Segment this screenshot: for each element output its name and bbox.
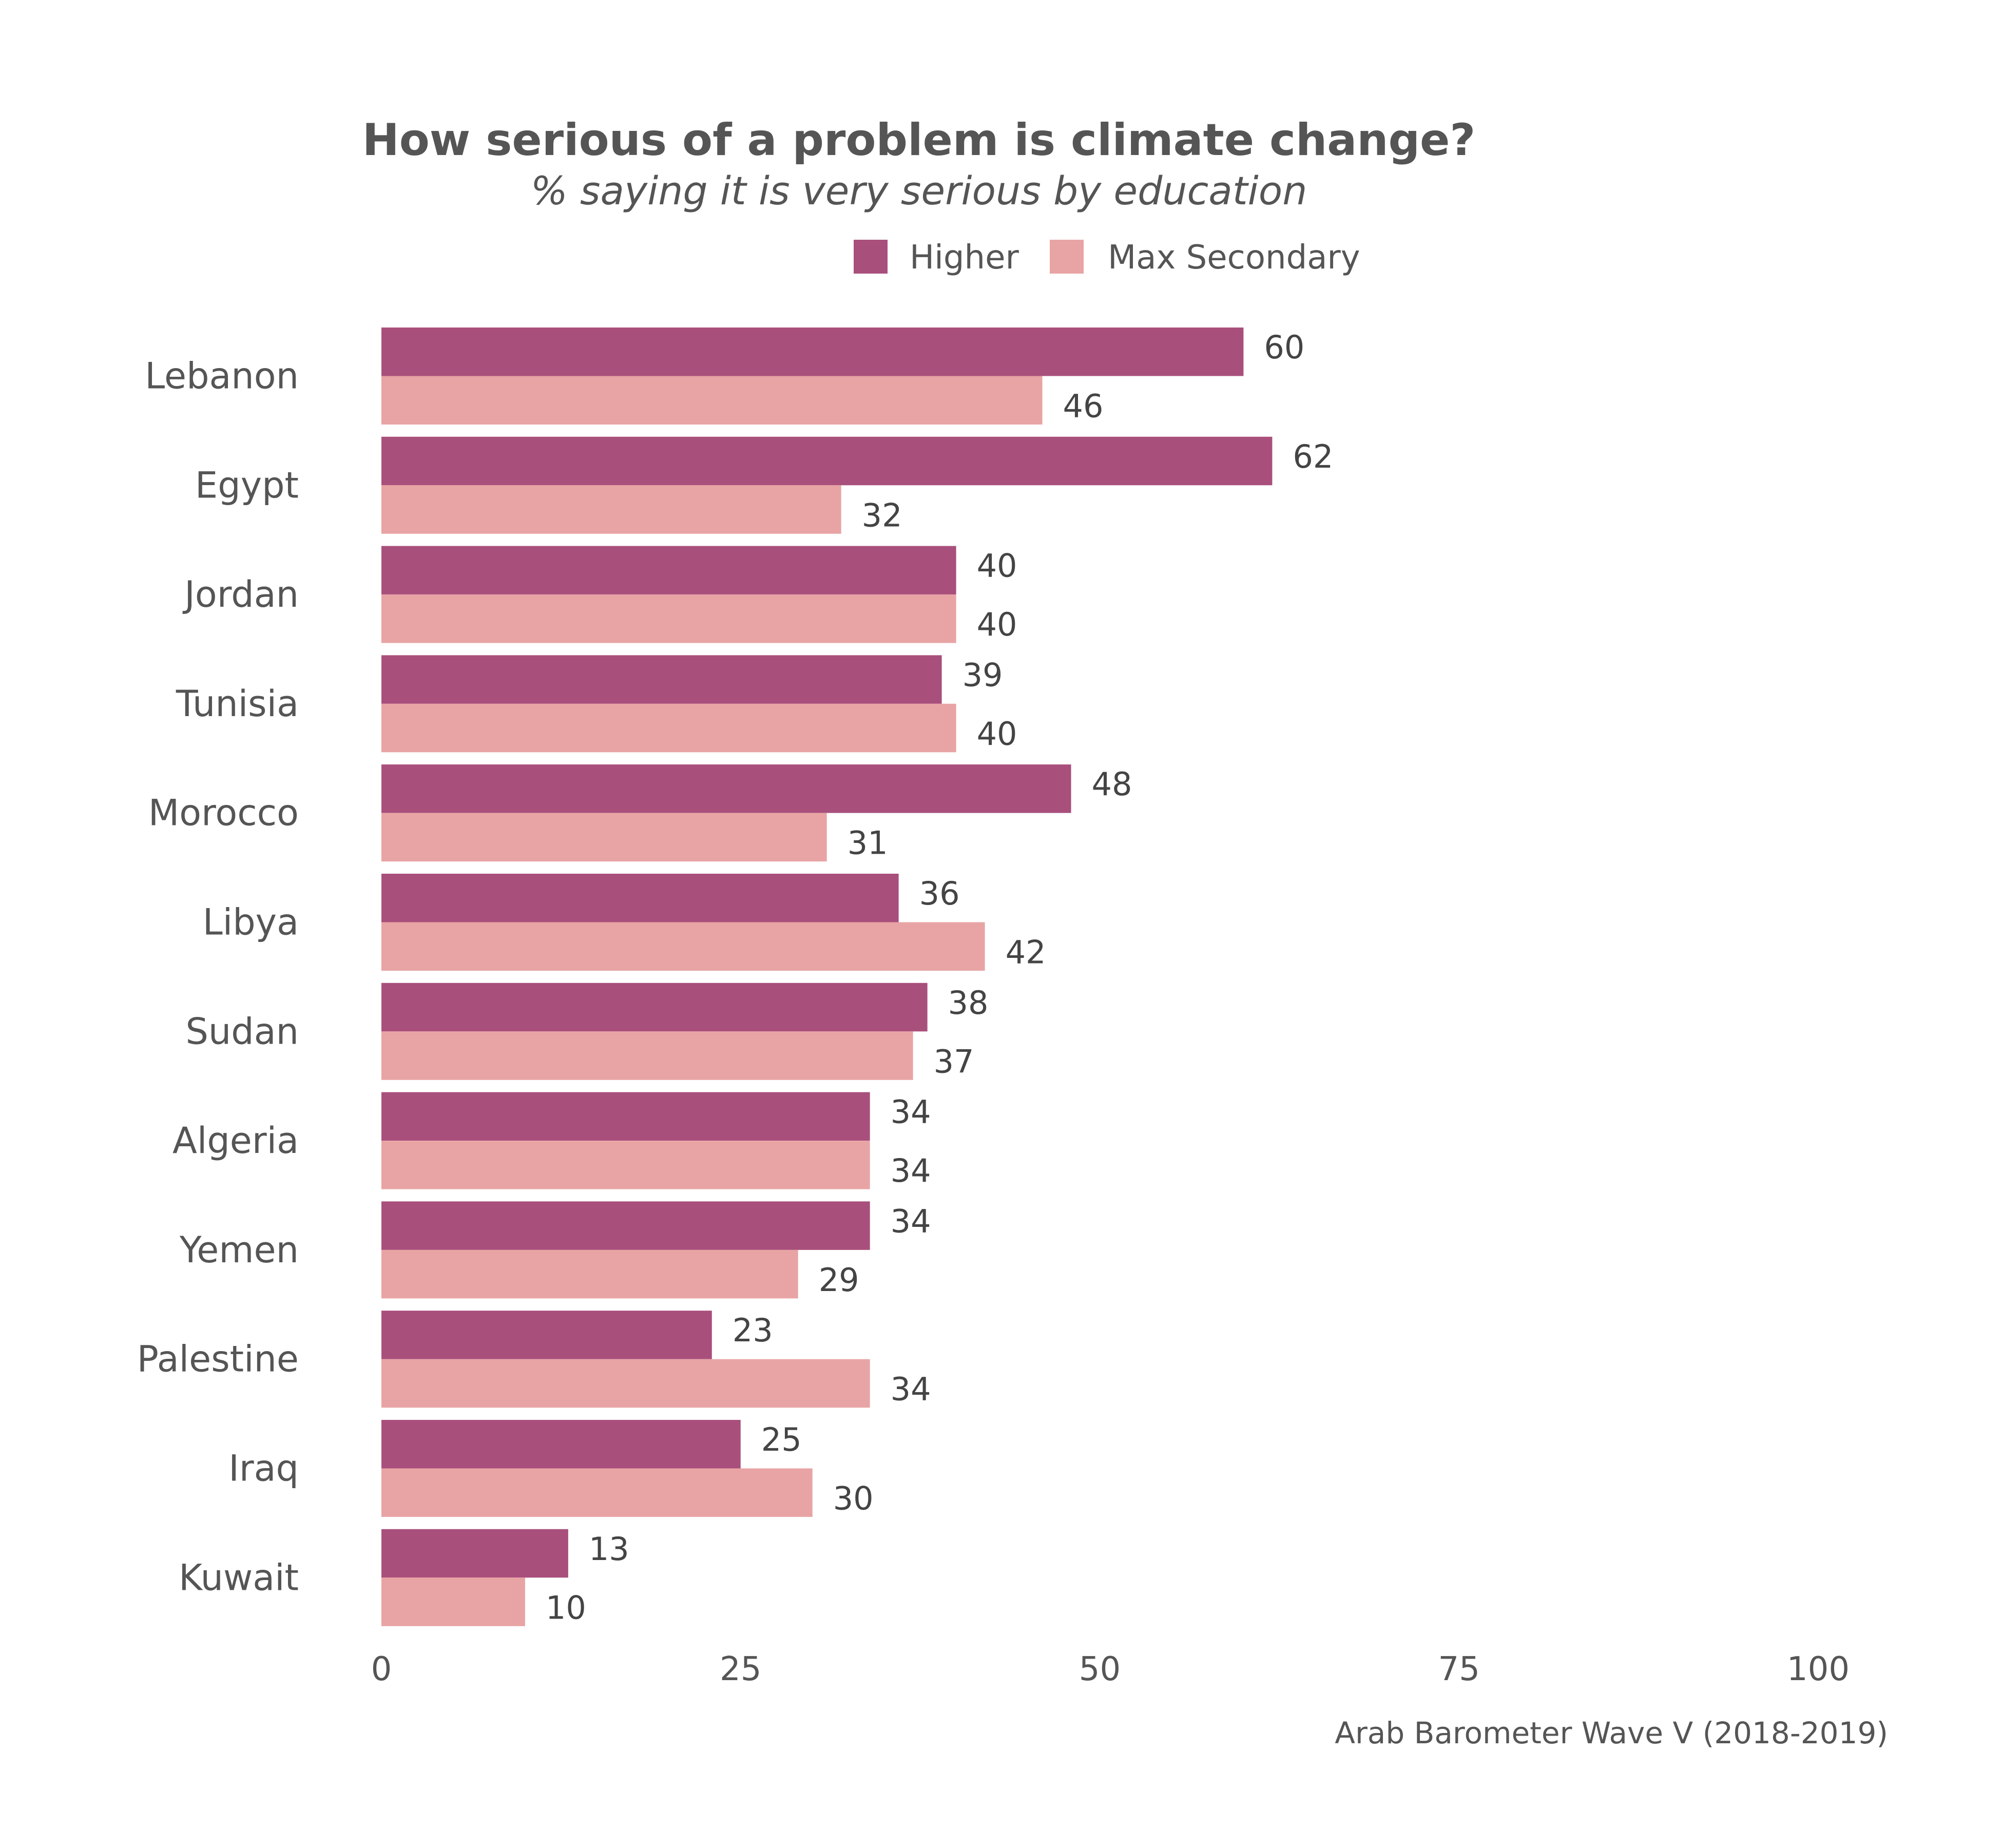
bar-kuwait-higher	[381, 1529, 568, 1578]
bar-yemen-higher	[381, 1201, 870, 1250]
x-tick-label-50: 50	[1079, 1650, 1121, 1688]
value-label-iraq-max-secondary: 30	[833, 1480, 874, 1517]
value-label-morocco-higher: 48	[1092, 765, 1132, 803]
bar-egypt-higher	[381, 436, 1273, 486]
value-label-tunisia-higher: 39	[962, 656, 1003, 694]
chart-subtitle: % saying it is very serious by education	[531, 168, 1307, 214]
x-tick-label-100: 100	[1787, 1650, 1850, 1688]
bar-lebanon-higher	[381, 328, 1244, 376]
legend: Higher Max Secondary	[854, 239, 1360, 277]
value-label-kuwait-max-secondary: 10	[546, 1589, 586, 1626]
x-axis: 0 25 50 75 100	[371, 1650, 1850, 1688]
legend-label-higher: Higher	[910, 239, 1019, 277]
value-label-lebanon-higher: 60	[1264, 329, 1304, 366]
bar-sudan-max-secondary	[381, 1031, 913, 1080]
bar-algeria-max-secondary	[381, 1141, 870, 1189]
bar-lebanon-max-secondary	[381, 376, 1043, 425]
bar-jordan-higher	[381, 546, 956, 595]
category-label-lebanon: Lebanon	[145, 355, 299, 397]
category-label-tunisia: Tunisia	[176, 683, 299, 725]
value-label-algeria-higher: 34	[891, 1093, 931, 1131]
category-label-jordan: Jordan	[182, 573, 299, 615]
bar-iraq-max-secondary	[381, 1468, 813, 1517]
category-label-iraq: Iraq	[228, 1448, 299, 1490]
bar-morocco-max-secondary	[381, 813, 827, 862]
category-label-sudan: Sudan	[186, 1010, 299, 1052]
value-label-libya-max-secondary: 42	[1006, 934, 1046, 971]
value-label-yemen-max-secondary: 29	[819, 1261, 859, 1299]
category-label-libya: Libya	[203, 901, 299, 944]
bar-iraq-higher	[381, 1420, 741, 1469]
value-label-libya-higher: 36	[919, 875, 960, 912]
value-label-sudan-higher: 38	[948, 984, 989, 1022]
chart-title: How serious of a problem is climate chan…	[362, 114, 1475, 166]
value-label-algeria-max-secondary: 34	[891, 1152, 931, 1189]
bar-morocco-higher	[381, 764, 1071, 813]
value-label-palestine-max-secondary: 34	[891, 1371, 931, 1408]
value-label-jordan-max-secondary: 40	[977, 606, 1017, 643]
value-label-palestine-higher: 23	[733, 1312, 773, 1349]
value-label-yemen-higher: 34	[891, 1202, 931, 1240]
bar-jordan-max-secondary	[381, 594, 956, 643]
category-label-palestine: Palestine	[137, 1338, 299, 1380]
category-label-morocco: Morocco	[148, 792, 299, 834]
x-tick-label-0: 0	[371, 1650, 392, 1688]
value-label-egypt-max-secondary: 32	[862, 496, 902, 534]
bar-palestine-higher	[381, 1311, 712, 1359]
legend-swatch-max-secondary	[1050, 240, 1084, 274]
legend-label-max-secondary: Max Secondary	[1108, 239, 1360, 277]
bar-palestine-max-secondary	[381, 1359, 870, 1408]
bar-tunisia-higher	[381, 655, 942, 704]
bar-algeria-higher	[381, 1092, 870, 1141]
chart-caption: Arab Barometer Wave V (2018-2019)	[1335, 1716, 1888, 1750]
bar-kuwait-max-secondary	[381, 1577, 525, 1626]
value-label-morocco-max-secondary: 31	[848, 824, 888, 862]
value-label-tunisia-max-secondary: 40	[977, 715, 1017, 753]
bar-libya-max-secondary	[381, 922, 985, 971]
x-tick-label-75: 75	[1438, 1650, 1480, 1688]
category-label-egypt: Egypt	[195, 464, 299, 506]
legend-swatch-higher	[854, 240, 888, 274]
bar-tunisia-max-secondary	[381, 703, 956, 753]
value-label-lebanon-max-secondary: 46	[1063, 388, 1104, 425]
category-label-kuwait: Kuwait	[179, 1556, 299, 1599]
value-label-sudan-max-secondary: 37	[934, 1043, 974, 1080]
plot-area: Lebanon 60 46 Egypt 62 32 Jordan 40 40 Tunisia 39 4…	[137, 328, 1333, 1626]
value-label-iraq-higher: 25	[761, 1421, 802, 1458]
x-tick-label-25: 25	[720, 1650, 761, 1688]
bar-egypt-max-secondary	[381, 485, 841, 534]
bar-yemen-max-secondary	[381, 1249, 798, 1299]
value-label-egypt-higher: 62	[1293, 438, 1333, 475]
value-label-jordan-higher: 40	[977, 547, 1017, 585]
bar-sudan-higher	[381, 983, 928, 1032]
category-label-yemen: Yemen	[179, 1229, 299, 1271]
category-label-algeria: Algeria	[172, 1120, 299, 1162]
bar-libya-higher	[381, 874, 899, 922]
value-label-kuwait-higher: 13	[589, 1530, 629, 1568]
